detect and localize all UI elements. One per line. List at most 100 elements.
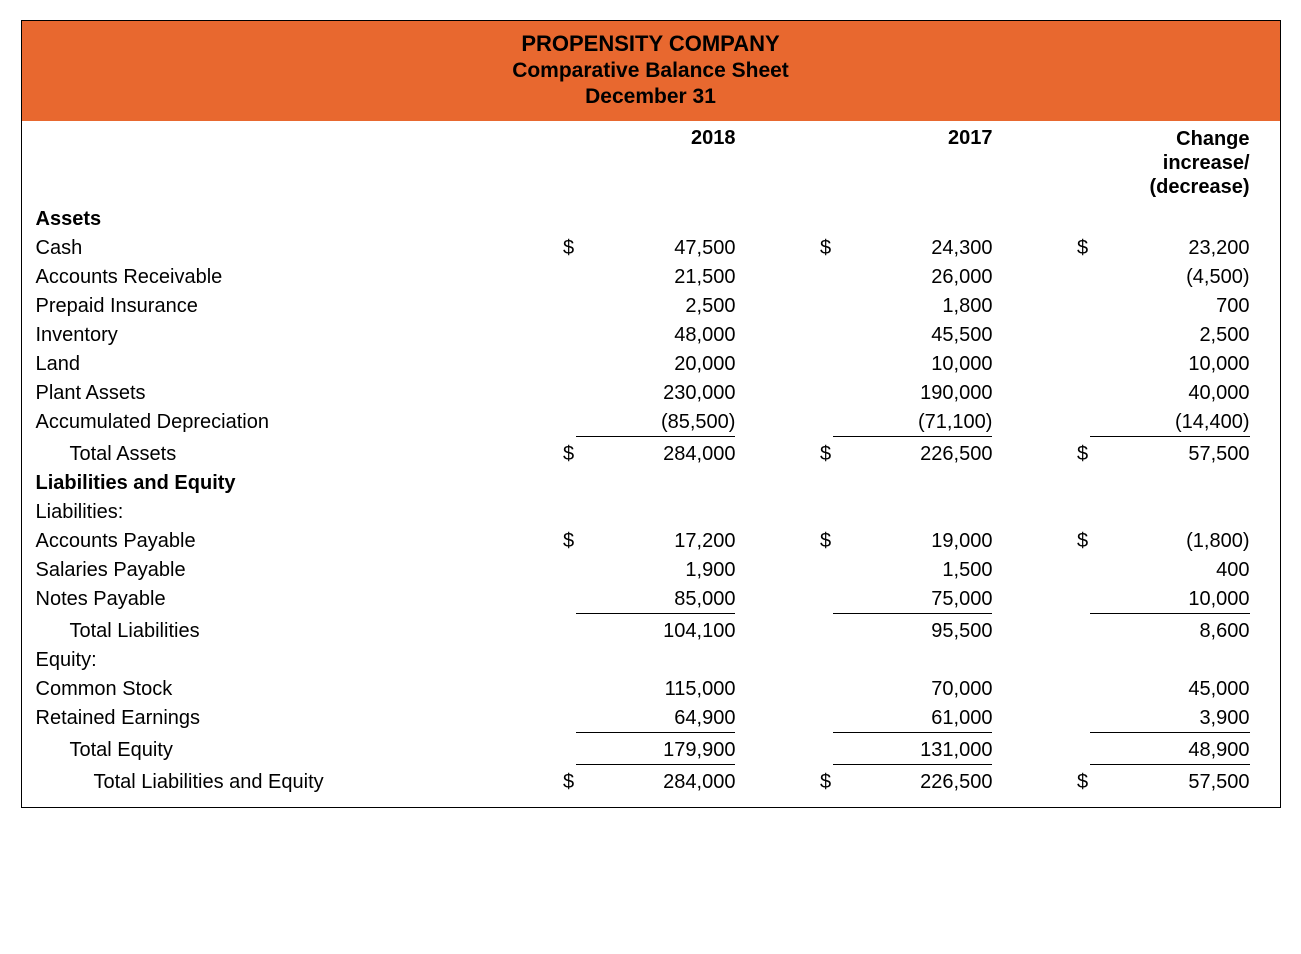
cash-2017: 24,300 bbox=[833, 237, 992, 260]
accdep-label: Accumulated Depreciation bbox=[22, 408, 536, 440]
total-equity-label: Total Equity bbox=[22, 736, 536, 768]
column-header-row: 2018 2017 Change increase/ (decrease) bbox=[22, 121, 1280, 205]
total-liab-change: 8,600 bbox=[1090, 620, 1249, 643]
common-label: Common Stock bbox=[22, 675, 536, 704]
col-2017: 2017 bbox=[833, 121, 1022, 205]
col-change: Change increase/ (decrease) bbox=[1090, 121, 1279, 205]
col-2018: 2018 bbox=[576, 121, 765, 205]
row-common: Common Stock 115,000 70,000 45,000 bbox=[22, 675, 1280, 704]
retained-2018: 64,900 bbox=[576, 707, 735, 733]
prepaid-2017: 1,800 bbox=[833, 295, 992, 318]
sheet-date: December 31 bbox=[22, 85, 1280, 109]
inventory-label: Inventory bbox=[22, 321, 536, 350]
total-le-2018: 284,000 bbox=[576, 771, 735, 794]
salaries-2018: 1,900 bbox=[576, 559, 735, 582]
notes-2017: 75,000 bbox=[833, 588, 992, 614]
prepaid-change: 700 bbox=[1090, 295, 1249, 318]
total-liab-2017: 95,500 bbox=[833, 620, 992, 643]
salaries-change: 400 bbox=[1090, 559, 1249, 582]
plant-2017: 190,000 bbox=[833, 382, 992, 405]
cash-sym-change: $ bbox=[1050, 234, 1091, 263]
salaries-2017: 1,500 bbox=[833, 559, 992, 582]
accdep-2018: (85,500) bbox=[576, 411, 735, 437]
inventory-change: 2,500 bbox=[1090, 324, 1249, 347]
row-total-equity: Total Equity 179,900 131,000 48,900 bbox=[22, 736, 1280, 768]
common-2017: 70,000 bbox=[833, 678, 992, 701]
sheet-header: PROPENSITY COMPANY Comparative Balance S… bbox=[22, 21, 1280, 121]
section-liabilities: Liabilities: bbox=[22, 498, 1280, 527]
row-accdep: Accumulated Depreciation (85,500) (71,10… bbox=[22, 408, 1280, 440]
balance-sheet: PROPENSITY COMPANY Comparative Balance S… bbox=[21, 20, 1281, 808]
plant-2018: 230,000 bbox=[576, 382, 735, 405]
total-le-sym-2017: $ bbox=[793, 768, 834, 797]
total-le-sym-change: $ bbox=[1050, 768, 1091, 797]
ar-2018: 21,500 bbox=[576, 266, 735, 289]
accdep-change: (14,400) bbox=[1090, 411, 1249, 437]
row-ar: Accounts Receivable 21,500 26,000 (4,500… bbox=[22, 263, 1280, 292]
ap-sym-change: $ bbox=[1050, 527, 1091, 556]
retained-2017: 61,000 bbox=[833, 707, 992, 733]
ap-change: (1,800) bbox=[1090, 530, 1249, 553]
ap-2018: 17,200 bbox=[576, 530, 735, 553]
total-assets-label: Total Assets bbox=[22, 440, 536, 469]
inventory-2017: 45,500 bbox=[833, 324, 992, 347]
row-land: Land 20,000 10,000 10,000 bbox=[22, 350, 1280, 379]
row-retained: Retained Earnings 64,900 61,000 3,900 bbox=[22, 704, 1280, 736]
retained-label: Retained Earnings bbox=[22, 704, 536, 736]
cash-sym-2017: $ bbox=[793, 234, 834, 263]
row-prepaid: Prepaid Insurance 2,500 1,800 700 bbox=[22, 292, 1280, 321]
ap-sym-2018: $ bbox=[536, 527, 577, 556]
total-equity-2017: 131,000 bbox=[833, 739, 992, 765]
total-liab-label: Total Liabilities bbox=[22, 617, 536, 646]
section-equity: Equity: bbox=[22, 646, 1280, 675]
change-line1: Change bbox=[1176, 128, 1249, 150]
ar-change: (4,500) bbox=[1090, 266, 1249, 289]
change-line2: increase/ bbox=[1163, 152, 1250, 174]
cash-label: Cash bbox=[22, 234, 536, 263]
total-assets-2017: 226,500 bbox=[833, 443, 992, 466]
liab-eq-heading: Liabilities and Equity bbox=[22, 469, 536, 498]
liabilities-heading: Liabilities: bbox=[22, 498, 536, 527]
row-total-liab: Total Liabilities 104,100 95,500 8,600 bbox=[22, 617, 1280, 646]
land-2018: 20,000 bbox=[576, 353, 735, 376]
total-le-label: Total Liabilities and Equity bbox=[22, 768, 536, 797]
total-le-2017: 226,500 bbox=[833, 771, 992, 794]
inventory-2018: 48,000 bbox=[576, 324, 735, 347]
total-liab-2018: 104,100 bbox=[576, 620, 735, 643]
cash-change: 23,200 bbox=[1090, 237, 1249, 260]
sheet-title: Comparative Balance Sheet bbox=[22, 59, 1280, 83]
total-le-change: 57,500 bbox=[1090, 771, 1249, 794]
row-inventory: Inventory 48,000 45,500 2,500 bbox=[22, 321, 1280, 350]
notes-change: 10,000 bbox=[1090, 588, 1249, 614]
cash-2018: 47,500 bbox=[576, 237, 735, 260]
ap-2017: 19,000 bbox=[833, 530, 992, 553]
total-assets-sym-2017: $ bbox=[793, 440, 834, 469]
row-cash: Cash $ 47,500 $ 24,300 $ 23,200 bbox=[22, 234, 1280, 263]
total-le-sym-2018: $ bbox=[536, 768, 577, 797]
balance-table: 2018 2017 Change increase/ (decrease) As… bbox=[22, 121, 1280, 807]
total-assets-sym-change: $ bbox=[1050, 440, 1091, 469]
total-assets-change: 57,500 bbox=[1090, 443, 1249, 466]
accdep-2017: (71,100) bbox=[833, 411, 992, 437]
total-equity-2018: 179,900 bbox=[576, 739, 735, 765]
ar-label: Accounts Receivable bbox=[22, 263, 536, 292]
notes-2018: 85,000 bbox=[576, 588, 735, 614]
land-2017: 10,000 bbox=[833, 353, 992, 376]
section-liab-eq: Liabilities and Equity bbox=[22, 469, 1280, 498]
assets-heading: Assets bbox=[22, 205, 536, 234]
cash-sym-2018: $ bbox=[536, 234, 577, 263]
retained-change: 3,900 bbox=[1090, 707, 1249, 733]
plant-change: 40,000 bbox=[1090, 382, 1249, 405]
common-change: 45,000 bbox=[1090, 678, 1249, 701]
plant-label: Plant Assets bbox=[22, 379, 536, 408]
total-assets-sym-2018: $ bbox=[536, 440, 577, 469]
row-total-le: Total Liabilities and Equity $ 284,000 $… bbox=[22, 768, 1280, 797]
ap-label: Accounts Payable bbox=[22, 527, 536, 556]
land-label: Land bbox=[22, 350, 536, 379]
row-salaries: Salaries Payable 1,900 1,500 400 bbox=[22, 556, 1280, 585]
total-equity-change: 48,900 bbox=[1090, 739, 1249, 765]
common-2018: 115,000 bbox=[576, 678, 735, 701]
company-name: PROPENSITY COMPANY bbox=[22, 31, 1280, 57]
notes-label: Notes Payable bbox=[22, 585, 536, 617]
prepaid-2018: 2,500 bbox=[576, 295, 735, 318]
